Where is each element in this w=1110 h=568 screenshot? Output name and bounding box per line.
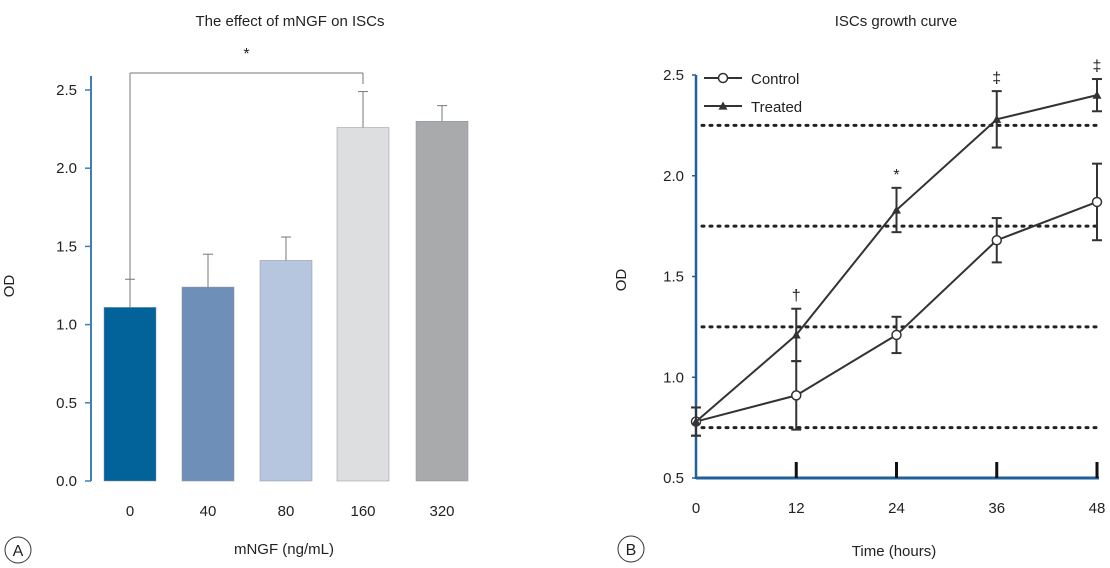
- panel-a-bar: [259, 260, 313, 482]
- panel-b-plot-area: 0.5 1.0 1.5 2.0 2.5 0 12 24 36 48 Control Treated † *…: [663, 58, 1105, 517]
- panel-a-significance-label: *: [243, 46, 249, 63]
- panel-a-label-badge: A: [4, 536, 32, 564]
- panel-a-y-tick-label: 1.5: [56, 238, 77, 255]
- panel-b-legend-marker: [717, 72, 729, 84]
- panel-b-y-tick-label: 0.5: [663, 470, 684, 487]
- panel-a-y-tick-label: 1.0: [56, 317, 77, 334]
- panel-b-x-tick-label: 12: [788, 500, 805, 517]
- panel-a-x-axis-title: mNGF (ng/mL): [234, 541, 334, 558]
- panel-b-label-circle: [617, 535, 645, 563]
- panel-b-title: ISCs growth curve: [835, 13, 958, 30]
- panel-b-x-tick-label: 0: [692, 500, 700, 517]
- panel-b-point-treated: [691, 417, 701, 426]
- panel-a-bar: [103, 307, 157, 482]
- panel-b-label: B: [626, 542, 637, 559]
- panel-b-point-control: [1091, 196, 1103, 208]
- panel-a-bar: [415, 121, 469, 482]
- panel-b-y-tick-label: 1.5: [663, 269, 684, 286]
- panel-a-y-axis-title: OD: [1, 275, 18, 298]
- panel-b-x-tick-label: 24: [888, 500, 905, 517]
- panel-a-y-tick-label: 0.0: [56, 473, 77, 490]
- panel-b-point-control: [891, 329, 902, 341]
- panel-a-bar: [336, 127, 390, 482]
- panel-a-x-tick-label: 40: [200, 503, 217, 520]
- panel-b-legend-marker: [718, 101, 728, 110]
- panel-b-legend-label: Treated: [751, 99, 802, 116]
- panel-b-y-axis-title: OD: [613, 269, 630, 292]
- panel-a-x-tick-label: 0: [126, 503, 134, 520]
- panel-b-legend-label: Control: [751, 71, 799, 88]
- panel-b-significance-marker: †: [792, 288, 801, 305]
- panel-a-label-circle: [4, 536, 32, 564]
- panel-b-series-line-treated: [695, 94, 1098, 423]
- panel-b-point-treated: [791, 330, 801, 339]
- panel-b-x-axis-title: Time (hours): [852, 543, 936, 560]
- panel-b-label-badge: B: [617, 535, 645, 563]
- panel-b-y-tick-label: 2.0: [663, 168, 684, 185]
- panel-a-bar: [181, 286, 235, 482]
- panel-b-significance-marker: *: [893, 167, 899, 184]
- panel-a-label: A: [13, 543, 24, 560]
- panel-b-x-tick-label: 36: [988, 500, 1005, 517]
- panel-b-x-tick-label: 48: [1089, 500, 1106, 517]
- panel-b-significance-marker: ‡: [992, 70, 1001, 87]
- panel-b-y-tick-label: 1.0: [663, 369, 684, 386]
- panel-b-y-tick-label: 2.5: [663, 67, 684, 84]
- panel-a-y-tick-label: 0.5: [56, 395, 77, 412]
- panel-a-x-tick-label: 160: [350, 503, 375, 520]
- panel-a-plot-area: 0.0 0.5 1.0 1.5 2.0 2.5 0 40 80 160 320 *: [56, 46, 469, 520]
- panel-a-title: The effect of mNGF on ISCs: [196, 13, 385, 30]
- panel-b-point-treated: [1092, 90, 1102, 99]
- panel-a-bar-chart: The effect of mNGF on ISCs OD mNGF (ng/m…: [1, 13, 469, 564]
- panel-b-line-chart: ISCs growth curve OD Time (hours) B 0.5 1…: [613, 13, 1105, 563]
- panel-b-point-treated: [892, 205, 901, 214]
- panel-b-point-control: [991, 234, 1002, 246]
- panel-b-series-line-control: [695, 201, 1098, 423]
- panel-a-y-tick-label: 2.0: [56, 160, 77, 177]
- panel-a-x-tick-label: 80: [278, 503, 295, 520]
- panel-b-point-control: [791, 390, 802, 401]
- panel-a-x-tick-label: 320: [429, 503, 454, 520]
- panel-b-legend: Control Treated: [704, 71, 802, 116]
- panel-b-point-treated: [992, 114, 1002, 123]
- panel-a-y-tick-label: 2.5: [56, 82, 77, 99]
- panel-b-significance-marker: ‡: [1093, 58, 1102, 75]
